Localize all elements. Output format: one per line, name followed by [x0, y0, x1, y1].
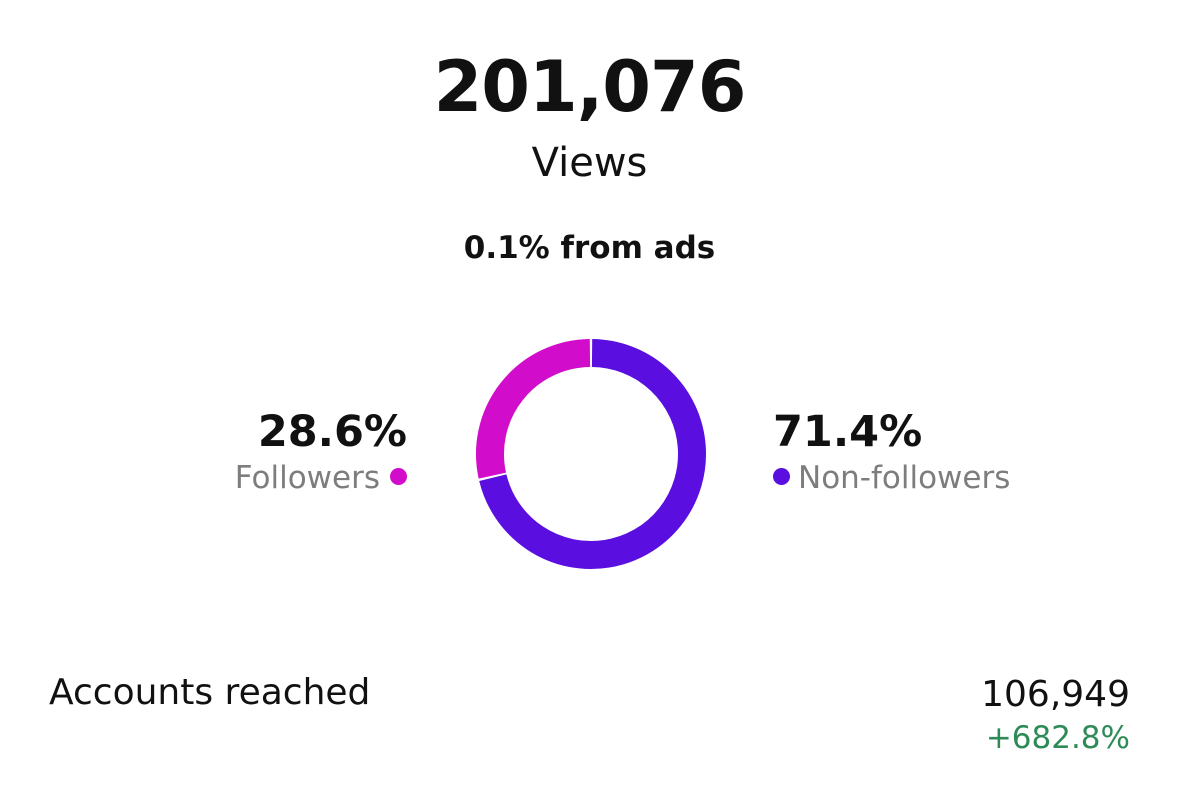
- non-followers-legend: Non-followers: [773, 458, 1010, 498]
- audience-donut-chart: [476, 339, 706, 569]
- accounts-reached-values: 106,949 +682.8%: [981, 672, 1130, 758]
- followers-label: Followers: [234, 460, 380, 496]
- accounts-reached-value: 106,949: [981, 674, 1130, 715]
- non-followers-percent: 71.4%: [773, 407, 923, 457]
- accounts-reached-label: Accounts reached: [49, 672, 371, 713]
- non-followers-label: Non-followers: [798, 460, 1011, 496]
- donut-segment-non-followers: [479, 339, 706, 569]
- ads-share-note: 0.1% from ads: [463, 230, 716, 266]
- followers-percent: 28.6%: [257, 407, 407, 457]
- views-label: Views: [531, 140, 648, 186]
- followers-color-dot: [390, 468, 407, 485]
- followers-legend: Followers: [235, 458, 407, 498]
- non-followers-stat: 71.4% Non-followers: [773, 406, 1010, 498]
- accounts-reached-change: +682.8%: [985, 720, 1130, 756]
- total-views-value: 201,076: [433, 46, 747, 128]
- non-followers-color-dot: [773, 468, 790, 485]
- followers-stat: 28.6% Followers: [235, 406, 407, 498]
- donut-segment-followers: [476, 339, 591, 479]
